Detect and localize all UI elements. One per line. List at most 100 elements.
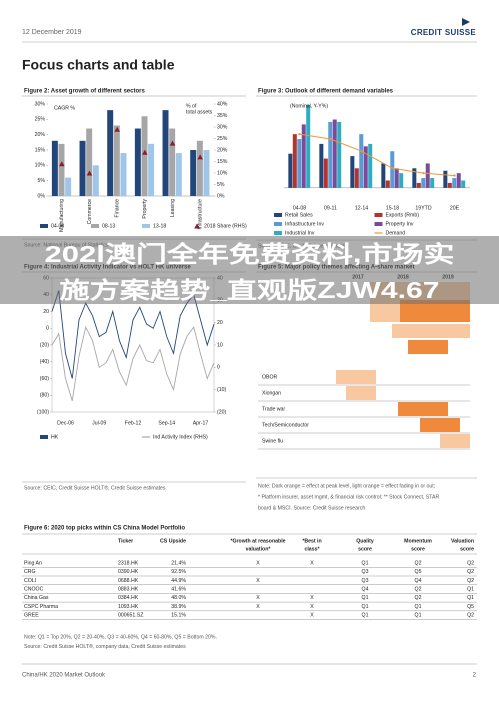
table-cell: Q1 [362, 560, 369, 566]
bar [190, 150, 197, 196]
table-cell: Q2 [467, 569, 474, 575]
table-header: score [358, 546, 372, 552]
line-point [422, 171, 425, 175]
y-tick-label: 20% [35, 132, 46, 138]
table-cell: Q1 [415, 604, 422, 610]
bar [306, 104, 311, 188]
legend-label: Property Inv [386, 221, 414, 227]
table-cell: CRG [24, 569, 36, 575]
table-cell: 48.0% [171, 595, 186, 601]
y2-tick-label: 10% [217, 170, 228, 176]
y2-tick-label: 30% [217, 124, 228, 130]
bar [323, 158, 328, 188]
banner-text: 施方案趋势_直观版ZJW4.67 [60, 277, 440, 303]
table-cell: 000651.SZ [118, 613, 143, 619]
row-label: Swine flu [262, 438, 283, 444]
x-tick-label: Property [142, 199, 148, 219]
bar [107, 110, 114, 196]
table-cell: Q1 [415, 613, 422, 619]
bar [425, 163, 430, 188]
y-tick-label: (60) [40, 376, 49, 382]
legend-swatch [40, 435, 48, 439]
table-cell: X [310, 613, 314, 619]
y-tick-label: 10% [35, 163, 46, 169]
legend-label: Industrial Inv [285, 230, 315, 236]
bar [113, 125, 120, 196]
bar [86, 128, 93, 196]
y2-tick-label: 40% [217, 101, 228, 107]
footer-left: China/HK 2020 Market Outlook [22, 673, 106, 679]
page-number: 2 [473, 673, 477, 679]
bar [148, 143, 155, 196]
legend-label: 13-18 [153, 223, 166, 229]
legend-swatch [142, 224, 150, 228]
table-header: score [411, 546, 425, 552]
table-cell: CSPC Pharma [24, 604, 58, 610]
y-tick-label: 25% [35, 117, 46, 123]
bar [354, 168, 359, 188]
table-cell: 44.9% [171, 578, 186, 584]
bar [399, 173, 404, 188]
figure-5-cells [336, 282, 470, 448]
table-cell: 0688.HK [118, 578, 139, 584]
table-cell: 1093.HK [118, 604, 139, 610]
x-tick-label: 20E [450, 205, 460, 211]
bar [412, 168, 417, 188]
x-tick-label: 09-11 [324, 205, 337, 211]
table-cell: X [310, 604, 314, 610]
bar [447, 182, 452, 188]
table-cell: Q3 [362, 578, 369, 584]
line [299, 133, 455, 177]
table-cell: Q5 [467, 604, 474, 610]
table-cell: X [256, 604, 260, 610]
table-header: valuation* [246, 546, 272, 552]
source: Source: CEIC, Credit Suisse HOLT®, Credi… [24, 484, 166, 491]
y2-tick-label: (20) [217, 409, 226, 415]
table-cell: 21.4% [171, 560, 186, 566]
table-header: *Growth at reasonable [230, 538, 285, 544]
table-header: CS Upside [160, 538, 186, 544]
table-cell: Q2 [415, 595, 422, 601]
table-cell: X [310, 595, 314, 601]
table-note: Source: Credit Suisse HOLT®, company dat… [24, 643, 186, 650]
bar [359, 134, 364, 188]
legend-label: HK [51, 434, 59, 440]
bar [421, 178, 426, 188]
bar [394, 168, 399, 188]
legend-label: Retail Sales [285, 212, 313, 218]
bar [203, 150, 210, 196]
figure-title: Figure 2: Asset growth of different sect… [24, 89, 145, 95]
y-tick-label: (80) [40, 393, 49, 399]
bar [288, 153, 293, 188]
bar [385, 180, 390, 188]
y-tick-label: 30% [35, 101, 46, 107]
y-tick-label: 5% [38, 178, 46, 184]
bar [381, 163, 386, 188]
table-cell: Q1 [362, 613, 369, 619]
legend-swatch [40, 224, 48, 228]
date: 12 December 2019 [22, 29, 82, 36]
table-cell: Q1 [467, 595, 474, 601]
figure-title: Figure 3: Outlook of different demand va… [258, 89, 394, 95]
marker [114, 126, 120, 132]
bar [390, 151, 395, 188]
y-tick-label: (100) [37, 409, 49, 415]
x-tick-label: 12-14 [355, 205, 368, 211]
x-tick-label: Dec-06 [57, 420, 74, 426]
marker [59, 161, 65, 167]
y2-tick-label: 10 [217, 342, 223, 348]
table-header: Quality [356, 538, 374, 544]
legend-swatch [274, 231, 282, 235]
bar [196, 140, 203, 196]
bar [58, 143, 65, 196]
y-tick-label: (20) [40, 342, 49, 348]
annotation: total assets [186, 109, 213, 115]
table-note: Note: Q1 = Top 20%, Q2 = 20-40%, Q3 = 40… [24, 634, 217, 640]
table-title: Figure 6: 2020 top picks within CS China… [24, 526, 185, 532]
bar [92, 165, 99, 196]
table-cell: 0883.HK [118, 586, 139, 592]
logo-sail [462, 18, 470, 26]
y-tick-label: 0% [38, 193, 46, 199]
table-cell: X [256, 578, 260, 584]
